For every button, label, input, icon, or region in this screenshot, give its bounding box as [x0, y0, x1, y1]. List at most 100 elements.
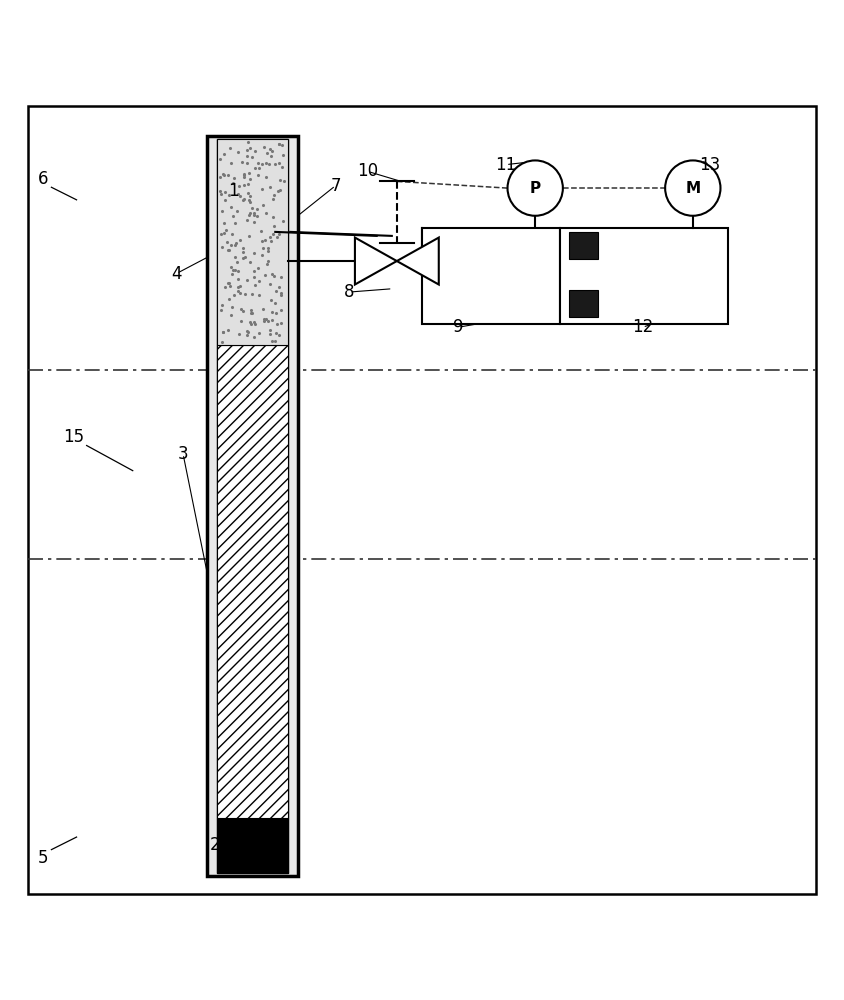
- Point: [263, 179, 277, 195]
- Point: [265, 312, 279, 328]
- Point: [252, 155, 265, 171]
- Point: [275, 137, 289, 153]
- Point: [217, 324, 230, 340]
- Point: [241, 212, 254, 228]
- Point: [222, 187, 235, 203]
- Bar: [217, 818, 288, 873]
- Point: [268, 218, 281, 234]
- Point: [214, 183, 227, 199]
- Point: [268, 156, 281, 172]
- Point: [237, 167, 251, 183]
- Point: [222, 275, 235, 291]
- Point: [238, 249, 252, 265]
- Point: [263, 326, 277, 342]
- Point: [235, 154, 249, 170]
- Point: [256, 156, 269, 172]
- Point: [272, 136, 285, 152]
- Point: [272, 327, 285, 343]
- Point: [241, 185, 255, 201]
- Point: [238, 166, 252, 182]
- Point: [237, 177, 251, 193]
- Point: [245, 286, 258, 302]
- Point: [214, 302, 227, 318]
- Point: [224, 199, 237, 215]
- Point: [248, 277, 262, 293]
- Point: [257, 139, 271, 155]
- Point: [233, 178, 246, 194]
- Bar: [217, 139, 288, 873]
- Point: [234, 278, 247, 294]
- Polygon shape: [397, 238, 439, 285]
- Point: [225, 299, 238, 315]
- Text: 11: 11: [495, 156, 517, 174]
- Point: [242, 207, 256, 223]
- Point: [246, 305, 259, 321]
- Point: [243, 188, 257, 204]
- Text: 8: 8: [344, 283, 354, 301]
- Text: 15: 15: [63, 428, 84, 446]
- Point: [246, 149, 259, 165]
- Point: [231, 283, 245, 299]
- Point: [231, 186, 245, 202]
- Point: [223, 291, 236, 307]
- Point: [265, 304, 279, 320]
- Point: [228, 237, 241, 253]
- Point: [247, 214, 261, 230]
- Point: [244, 205, 257, 221]
- Point: [214, 151, 227, 167]
- Point: [226, 175, 240, 191]
- Point: [260, 205, 273, 221]
- Point: [247, 329, 261, 345]
- Point: [268, 333, 281, 349]
- Point: [234, 232, 247, 248]
- Point: [273, 182, 287, 198]
- Point: [221, 242, 235, 258]
- Point: [233, 285, 246, 301]
- Point: [262, 313, 275, 329]
- Point: [259, 311, 273, 327]
- Text: P: P: [530, 181, 541, 196]
- Point: [225, 259, 238, 275]
- Point: [218, 146, 231, 162]
- Point: [224, 307, 237, 323]
- Point: [242, 165, 256, 181]
- Point: [247, 314, 261, 330]
- Point: [257, 313, 270, 329]
- Point: [215, 334, 229, 350]
- Point: [270, 325, 284, 341]
- Point: [276, 147, 289, 163]
- Point: [252, 160, 266, 176]
- Point: [252, 273, 266, 289]
- Point: [230, 254, 244, 270]
- Point: [274, 315, 288, 331]
- Point: [247, 245, 261, 261]
- Point: [258, 232, 272, 248]
- Point: [229, 262, 242, 278]
- Circle shape: [507, 160, 563, 216]
- Point: [238, 286, 252, 302]
- Point: [235, 313, 248, 329]
- Point: [252, 260, 265, 276]
- Point: [223, 278, 236, 294]
- Text: 12: 12: [632, 318, 653, 336]
- Point: [222, 167, 235, 183]
- Point: [247, 269, 261, 285]
- Text: 13: 13: [699, 156, 720, 174]
- Point: [262, 276, 276, 292]
- Point: [215, 239, 229, 255]
- Point: [260, 169, 273, 185]
- Point: [225, 226, 238, 242]
- Point: [273, 172, 286, 188]
- Point: [269, 283, 283, 299]
- Point: [222, 242, 235, 258]
- Point: [259, 155, 273, 171]
- Point: [263, 322, 277, 338]
- Point: [276, 213, 289, 229]
- Point: [252, 287, 266, 303]
- Bar: [569, 290, 598, 317]
- Point: [266, 333, 279, 349]
- Point: [252, 325, 265, 341]
- Point: [263, 141, 277, 157]
- Point: [236, 244, 250, 260]
- Circle shape: [665, 160, 721, 216]
